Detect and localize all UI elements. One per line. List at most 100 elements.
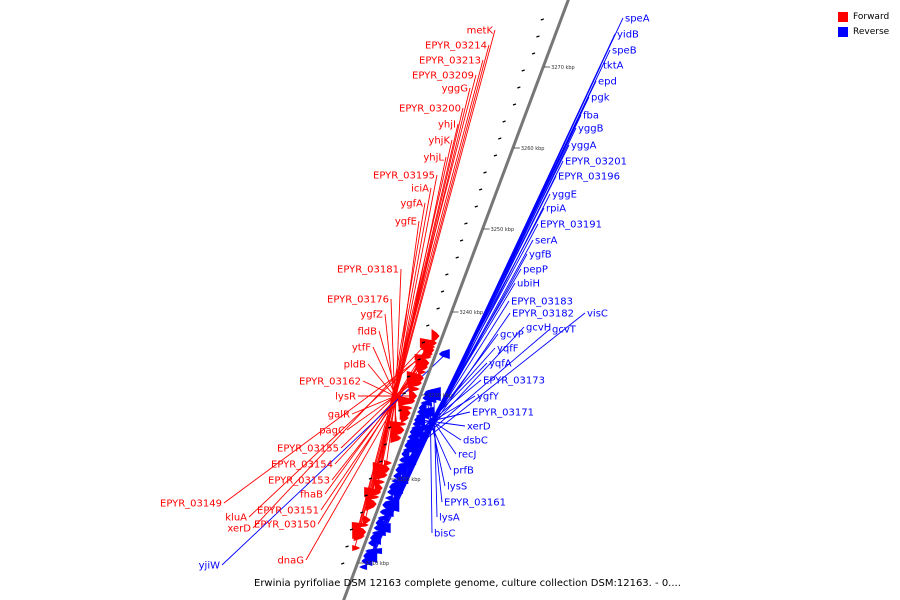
reverse-gene-label-rpia: rpiA bbox=[546, 204, 566, 215]
reverse-leader-line bbox=[421, 419, 466, 427]
reverse-gene-block-tkta bbox=[365, 548, 383, 554]
reverse-gene-label-gcvh: gcvH bbox=[526, 323, 551, 334]
reverse-gene-label-spea: speA bbox=[625, 14, 650, 25]
forward-gene-label-lysr: lysR bbox=[335, 392, 356, 403]
reverse-gene-label-epyr-03182: EPYR_03182 bbox=[512, 309, 574, 320]
tick-mark bbox=[493, 154, 498, 157]
forward-gene-label-epyr-03176: EPYR_03176 bbox=[327, 295, 389, 306]
forward-leader-line bbox=[324, 362, 422, 495]
reverse-gene-label-visc: visC bbox=[587, 309, 608, 320]
reverse-gene-label-epyr-03196: EPYR_03196 bbox=[558, 172, 620, 183]
forward-leader-line bbox=[378, 187, 432, 476]
tick-mark bbox=[379, 460, 383, 463]
forward-leader-line bbox=[370, 139, 453, 493]
scale-label-3240-kbp: 3240 kbp bbox=[460, 310, 484, 316]
forward-gene-label-ytff: ytfF bbox=[352, 343, 371, 354]
reverse-gene-label-epyr-03201: EPYR_03201 bbox=[565, 157, 627, 168]
legend: Forward Reverse bbox=[838, 9, 889, 39]
reverse-gene-block-sera bbox=[389, 480, 404, 494]
forward-gene-label-epyr-03153: EPYR_03153 bbox=[268, 476, 330, 487]
legend-forward-label: Forward bbox=[853, 11, 890, 22]
reverse-gene-label-recj: recJ bbox=[458, 450, 477, 461]
forward-leader-line bbox=[376, 156, 447, 489]
forward-gene-block-yhjl bbox=[374, 481, 383, 495]
tick-mark bbox=[421, 341, 426, 344]
reverse-gene-block-epyr-03182 bbox=[399, 455, 417, 465]
reverse-gene-label-gcvt: gcvT bbox=[552, 325, 577, 336]
reverse-gene-label-lysa: lysA bbox=[439, 513, 460, 524]
forward-leader-line bbox=[248, 349, 428, 518]
reverse-gene-label-pgk: pgk bbox=[591, 93, 610, 104]
forward-gene-block-epyr-03195 bbox=[373, 479, 385, 485]
tick-mark bbox=[483, 171, 487, 174]
forward-gene-label-yhjl: yhjL bbox=[423, 153, 444, 164]
tick-mark bbox=[398, 409, 402, 412]
tick-mark bbox=[531, 52, 536, 55]
reverse-gene-block-epyr-03201 bbox=[377, 515, 389, 521]
reverse-gene-label-lyss: lysS bbox=[447, 482, 467, 493]
forward-gene-block-lysr bbox=[409, 389, 418, 403]
tick-mark bbox=[502, 120, 506, 123]
forward-gene-label-dnag: dnaG bbox=[277, 556, 304, 567]
tick-mark bbox=[387, 426, 392, 429]
reverse-gene-label-yjiw: yjiW bbox=[199, 561, 220, 572]
genome-backbone bbox=[342, 0, 570, 600]
forward-gene-block-ygfz bbox=[389, 421, 407, 427]
forward-gene-label-epyr-03150: EPYR_03150 bbox=[254, 520, 316, 531]
forward-leader-line bbox=[252, 342, 428, 529]
scale-label-3210-kbp: 3210 kbp bbox=[366, 561, 390, 567]
reverse-gene-label-prfb: prfB bbox=[453, 466, 474, 477]
reverse-gene-label-epyr-03191: EPYR_03191 bbox=[540, 220, 602, 231]
forward-gene-label-epyr-03214: EPYR_03214 bbox=[425, 41, 487, 52]
forward-gene-label-pagc: pagC bbox=[319, 426, 345, 437]
reverse-gene-block-lyss bbox=[420, 400, 432, 406]
forward-gene-label-epyr-03155: EPYR_03155 bbox=[277, 444, 339, 455]
forward-leader-line bbox=[379, 202, 426, 470]
scale-label-3270-kbp: 3270 kbp bbox=[551, 65, 575, 71]
reverse-gene-label-epd: epd bbox=[598, 77, 617, 88]
reverse-gene-label-dsbc: dsbC bbox=[463, 436, 488, 447]
forward-gene-label-klua: kluA bbox=[225, 513, 247, 524]
tick-marks bbox=[341, 18, 551, 565]
reverse-gene-label-xerd: xerD bbox=[467, 422, 491, 433]
reverse-gene-label-tkta: tktA bbox=[603, 61, 624, 72]
reverse-gene-label-fba: fba bbox=[583, 111, 599, 122]
forward-leader-line bbox=[351, 388, 413, 415]
forward-gene-label-ygfz: ygfZ bbox=[360, 310, 383, 321]
reverse-gene-label-yqfa: yqfA bbox=[489, 359, 512, 370]
forward-gene-label-yhjk: yhjK bbox=[428, 136, 450, 147]
tick-mark bbox=[536, 35, 540, 38]
genome-caption: Erwinia pyrifoliae DSM 12163 complete ge… bbox=[254, 578, 681, 589]
tick-mark bbox=[455, 256, 459, 259]
reverse-gene-label-epyr-03161: EPYR_03161 bbox=[444, 498, 506, 509]
tick-mark bbox=[498, 137, 502, 140]
tick-mark bbox=[512, 103, 517, 106]
reverse-gene-label-ygge: yggE bbox=[552, 190, 577, 201]
reverse-leader-line bbox=[426, 411, 457, 455]
reverse-leader-line bbox=[409, 326, 525, 451]
reverse-leader-line bbox=[414, 333, 499, 446]
forward-gene-label-yhji: yhjI bbox=[438, 120, 456, 131]
forward-gene-label-epyr-03162: EPYR_03162 bbox=[299, 377, 361, 388]
reverse-gene-label-epyr-03173: EPYR_03173 bbox=[483, 376, 545, 387]
tick-mark bbox=[406, 375, 411, 378]
reverse-swatch bbox=[838, 26, 848, 37]
forward-gene-label-pldb: pldB bbox=[344, 360, 366, 371]
forward-leader-line bbox=[223, 356, 422, 504]
reverse-gene-label-ygfy: ygfY bbox=[477, 392, 500, 403]
tick-mark bbox=[426, 324, 430, 327]
forward-gene-block-metk bbox=[352, 545, 361, 551]
reverse-gene-label-ygga: yggA bbox=[571, 141, 597, 152]
reverse-gene-label-ubih: ubiH bbox=[517, 279, 540, 290]
reverse-gene-label-yidb: yidB bbox=[617, 30, 639, 41]
forward-swatch bbox=[838, 11, 848, 22]
scale-label-3230-kbp: 3230 kbp bbox=[428, 393, 452, 399]
reverse-leader-line bbox=[406, 312, 586, 455]
forward-gene-label-fldb: fldB bbox=[357, 327, 377, 338]
scale-label-3220-kbp: 3220 kbp bbox=[397, 477, 421, 483]
reverse-gene-block-bisc bbox=[424, 389, 433, 395]
reverse-gene-block-ygge bbox=[382, 498, 400, 512]
forward-gene-label-xerd: xerD bbox=[227, 524, 251, 535]
tick-mark bbox=[360, 511, 364, 514]
